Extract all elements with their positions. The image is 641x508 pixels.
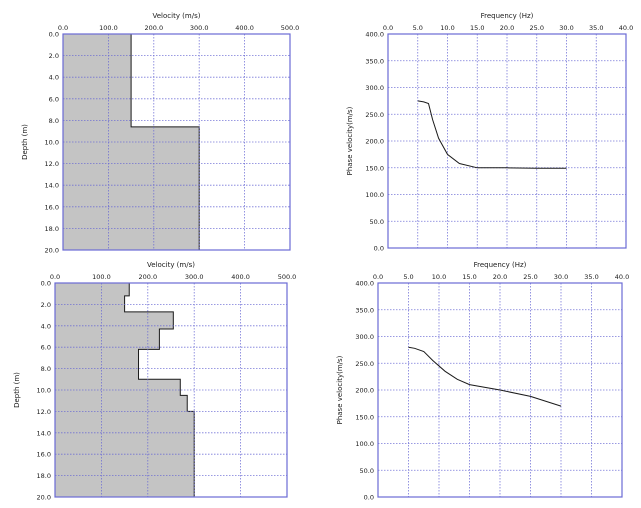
x-axis-label: Frequency (Hz)	[481, 12, 534, 20]
y-tick-label: 400.0	[365, 31, 384, 39]
y-tick-label: 150.0	[365, 164, 384, 172]
y-tick-label: 50.0	[370, 218, 384, 226]
x-tick-label: 5.0	[403, 273, 413, 281]
y-tick-label: 100.0	[355, 440, 374, 448]
x-tick-label: 15.0	[462, 273, 476, 281]
x-tick-label: 10.0	[440, 24, 454, 32]
y-tick-label: 300.0	[365, 84, 384, 92]
x-tick-label: 35.0	[584, 273, 598, 281]
x-axis-label: Velocity (m/s)	[153, 12, 201, 20]
y-tick-label: 14.0	[37, 429, 51, 437]
x-tick-label: 200.0	[138, 273, 157, 281]
y-tick-label: 2.0	[49, 52, 59, 60]
chart-top-left: 0.0 100.0 200.0 300.0 400.0 500.0 0.0 2.0 4.0 6.0…	[21, 12, 299, 255]
y-tick-label: 200.0	[355, 387, 374, 395]
y-tick-label: 350.0	[355, 306, 374, 314]
y-tick-label: 0.0	[41, 280, 51, 288]
x-tick-label: 20.0	[493, 273, 507, 281]
y-tick-label: 50.0	[360, 467, 374, 475]
y-tick-label: 0.0	[364, 494, 374, 502]
y-axis-label: Depth (m)	[13, 372, 21, 408]
y-tick-label: 14.0	[45, 182, 59, 190]
y-tick-label: 18.0	[45, 225, 59, 233]
y-tick-label: 0.0	[49, 31, 59, 39]
x-tick-label: 500.0	[278, 273, 297, 281]
y-tick-label: 400.0	[355, 280, 374, 288]
x-tick-label: 20.0	[500, 24, 514, 32]
y-tick-label: 2.0	[41, 301, 51, 309]
x-tick-label: 0.0	[58, 24, 68, 32]
x-tick-label: 10.0	[432, 273, 446, 281]
y-tick-label: 20.0	[37, 494, 51, 502]
x-tick-label: 15.0	[470, 24, 484, 32]
y-tick-label: 4.0	[49, 74, 59, 82]
y-tick-label: 350.0	[365, 57, 384, 65]
y-tick-label: 300.0	[355, 333, 374, 341]
y-tick-label: 8.0	[41, 365, 51, 373]
y-tick-label: 150.0	[355, 413, 374, 421]
y-axis-label: Depth (m)	[21, 124, 29, 160]
y-tick-label: 10.0	[45, 139, 59, 147]
y-tick-label: 4.0	[41, 322, 51, 330]
y-axis-label: Phase velocity(m/s)	[346, 106, 354, 175]
x-tick-label: 40.0	[615, 273, 629, 281]
x-tick-label: 400.0	[231, 273, 250, 281]
x-tick-label: 5.0	[413, 24, 423, 32]
x-tick-label: 25.0	[530, 24, 544, 32]
y-tick-label: 250.0	[355, 360, 374, 368]
x-tick-label: 500.0	[281, 24, 300, 32]
y-tick-label: 0.0	[374, 245, 384, 253]
x-tick-label: 30.0	[554, 273, 568, 281]
x-tick-label: 300.0	[185, 273, 204, 281]
chart-top-right: 0.0 5.0 10.0 15.0 20.0 25.0 30.0 35.0 40.0 0.0 50.…	[346, 12, 633, 253]
y-tick-label: 100.0	[365, 191, 384, 199]
x-tick-label: 100.0	[92, 273, 111, 281]
chart-bottom-right: 0.0 5.0 10.0 15.0 20.0 25.0 30.0 35.0 40.0 0.0 50.…	[336, 261, 629, 502]
y-tick-label: 12.0	[45, 160, 59, 168]
x-tick-label: 0.0	[50, 273, 60, 281]
y-tick-label: 6.0	[49, 95, 59, 103]
y-axis-label: Phase velocity(m/s)	[336, 355, 344, 424]
x-tick-label: 100.0	[99, 24, 118, 32]
x-tick-label: 200.0	[144, 24, 163, 32]
y-tick-label: 250.0	[365, 111, 384, 119]
y-tick-label: 8.0	[49, 117, 59, 125]
y-tick-label: 200.0	[365, 138, 384, 146]
y-tick-label: 12.0	[37, 408, 51, 416]
x-tick-label: 0.0	[373, 273, 383, 281]
y-tick-label: 18.0	[37, 472, 51, 480]
x-tick-label: 300.0	[190, 24, 209, 32]
x-tick-label: 0.0	[383, 24, 393, 32]
x-tick-label: 400.0	[235, 24, 254, 32]
chart-bottom-left: 0.0 100.0 200.0 300.0 400.0 500.0 0.0 2.0 4.0 6.0…	[13, 261, 296, 502]
y-tick-label: 6.0	[41, 344, 51, 352]
x-tick-label: 35.0	[589, 24, 603, 32]
x-axis-label: Velocity (m/s)	[147, 261, 195, 269]
x-tick-label: 40.0	[619, 24, 633, 32]
x-tick-label: 30.0	[559, 24, 573, 32]
y-tick-label: 20.0	[45, 247, 59, 255]
y-tick-label: 16.0	[45, 203, 59, 211]
x-axis-label: Frequency (Hz)	[474, 261, 527, 269]
y-tick-label: 16.0	[37, 451, 51, 459]
y-tick-label: 10.0	[37, 387, 51, 395]
x-tick-label: 25.0	[523, 273, 537, 281]
